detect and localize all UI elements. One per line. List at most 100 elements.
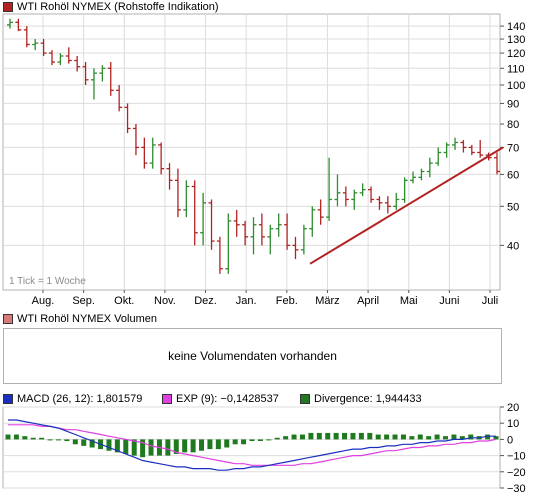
trendline (309, 146, 504, 265)
ohlc-bar (90, 68, 97, 100)
ohlc-bar (99, 65, 106, 82)
ohlc-bar (368, 186, 375, 203)
ohlc-bar (40, 39, 47, 57)
price-ytick-label: 80 (507, 119, 519, 131)
exp-legend: EXP (9): −0,1428537 (162, 392, 279, 406)
divergence-bar (182, 439, 188, 453)
ohlc-bar (74, 56, 81, 72)
macd-label: MACD (26, 12): 1,801579 (17, 393, 143, 405)
divergence-bar (22, 436, 28, 440)
divergence-bar (308, 432, 314, 440)
ohlc-bar (183, 180, 190, 218)
macd-ytick-label: 0 (507, 434, 513, 446)
ohlc-bar (300, 224, 307, 255)
ohlc-bar (132, 124, 139, 156)
divergence-bar (207, 439, 213, 450)
price-ytick-label: 60 (507, 169, 519, 181)
divergence-bar (316, 432, 322, 440)
divergence-bar (274, 437, 280, 440)
price-ytick-label: 140 (507, 21, 525, 33)
divergence-bar (266, 439, 272, 441)
divergence-bar (375, 434, 381, 440)
divergence-bar (417, 434, 423, 440)
price-ytick-label: 120 (507, 48, 525, 60)
divergence-bar (342, 432, 348, 440)
ohlc-bar (494, 152, 500, 175)
price-xtick-label: Juli (482, 295, 499, 307)
divergence-bar (72, 439, 78, 445)
ohlc-bar (351, 189, 358, 210)
ohlc-bar (208, 199, 215, 250)
price-xtick-label: Nov. (154, 295, 176, 307)
ohlc-bar (460, 140, 467, 153)
price-title: WTI Rohöl NYMEX (Rohstoffe Indikation) (17, 1, 219, 13)
divergence-bar (468, 434, 474, 440)
divergence-bar (215, 439, 221, 450)
macd-ytick-label: 20 (507, 403, 519, 414)
volume-no-data-message: keine Volumendaten vorhanden (168, 349, 337, 363)
price-xtick-label: Okt. (114, 295, 134, 307)
divergence-bar (39, 437, 45, 440)
price-xtick-label: Aug. (32, 295, 55, 307)
divergence-bar (325, 432, 331, 440)
price-xtick-label: Feb. (276, 295, 298, 307)
price-xtick-label: April (357, 295, 379, 307)
divergence-bar (400, 434, 406, 440)
price-xtick-label: Jan. (236, 295, 257, 307)
divergence-bar (367, 432, 373, 440)
divergence-bar (409, 436, 415, 440)
exp-line (8, 424, 497, 466)
ohlc-bar (107, 62, 114, 96)
price-xtick-label: Dez. (194, 295, 217, 307)
divergence-bar (241, 439, 247, 445)
ohlc-bar (410, 171, 417, 184)
ohlc-bar (426, 157, 433, 178)
ohlc-bar (141, 137, 148, 169)
divergence-bar (106, 439, 112, 451)
ohlc-bar (342, 186, 349, 207)
volume-legend: WTI Rohöl NYMEX Volumen (3, 312, 157, 326)
ohlc-bar (326, 157, 333, 221)
divergence-bar (81, 439, 87, 446)
divergence-bar (64, 439, 70, 442)
divergence-bar (232, 439, 238, 445)
price-xtick-label: Mai (400, 295, 418, 307)
divergence-bar (384, 434, 390, 440)
divergence-bar (89, 439, 95, 448)
divergence-bar (173, 439, 179, 454)
divergence-bar (148, 439, 154, 456)
price-legend: WTI Rohöl NYMEX (Rohstoffe Indikation) (3, 0, 219, 14)
ohlc-bar (443, 142, 450, 158)
divergence-bar (291, 434, 297, 440)
ohlc-bar (7, 18, 13, 29)
divergence-bar (249, 439, 255, 442)
ohlc-bar (124, 103, 131, 134)
divergence-bar (165, 439, 171, 456)
ohlc-bar (359, 183, 366, 197)
divergence-bar (451, 434, 457, 440)
ohlc-bar (200, 192, 207, 246)
divergence-bar (47, 439, 53, 441)
ohlc-bar (284, 213, 291, 250)
ohlc-bar (15, 18, 22, 32)
divergence-bar (5, 434, 11, 440)
macd-ytick-label: 10 (507, 418, 519, 430)
divergence-bar (199, 439, 205, 451)
price-ytick-label: 70 (507, 142, 519, 154)
divergence-bar (299, 434, 305, 440)
ohlc-bar (292, 236, 299, 260)
divergence-swatch (300, 394, 310, 404)
ohlc-bar (393, 192, 400, 210)
macd-plot-area (2, 406, 501, 489)
ohlc-bar (418, 168, 425, 181)
price-swatch (3, 2, 13, 12)
volume-panel: keine Volumendaten vorhanden (3, 328, 502, 384)
ohlc-bar (250, 217, 257, 255)
ohlc-bar (309, 206, 316, 237)
ohlc-bar (191, 180, 198, 246)
macd-chart: 20 10 0 −10 −20 −30 (2, 403, 526, 495)
ohlc-bar (174, 168, 181, 218)
divergence-bar (426, 436, 432, 440)
ohlc-bar (158, 142, 165, 175)
